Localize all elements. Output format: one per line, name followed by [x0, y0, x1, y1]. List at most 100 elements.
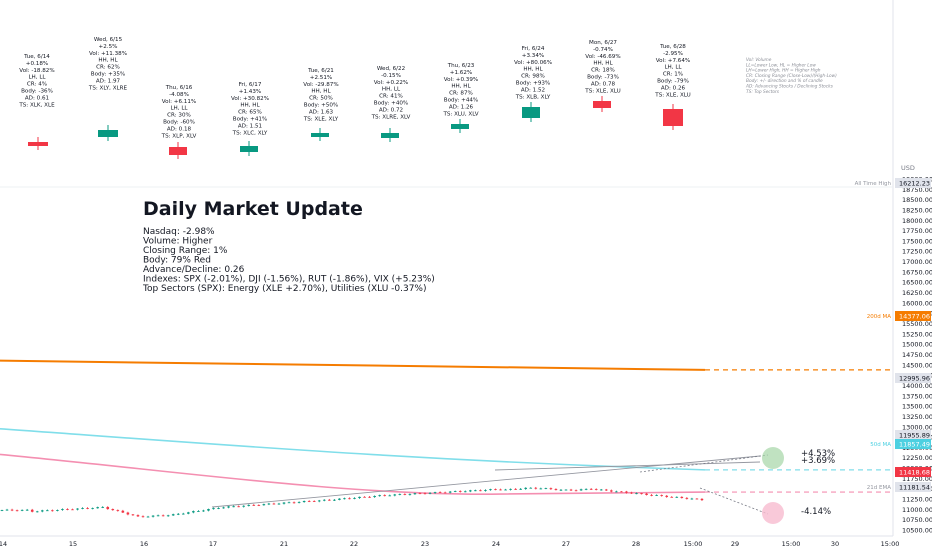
price-candle — [262, 504, 266, 506]
y-tick-label: 18500.00 — [902, 196, 932, 204]
price-candle — [35, 511, 39, 513]
summary-line: Tue, 6/28 — [659, 44, 686, 50]
price-candle — [423, 493, 427, 495]
trend-line — [494, 461, 761, 471]
price-tag-value: 11181.54 — [899, 484, 930, 492]
summary-line: TS: XLY, XLRE — [88, 85, 128, 91]
price-tag-box — [895, 467, 931, 477]
y-tick-label: 11000.00 — [902, 506, 932, 514]
price-candle — [615, 491, 618, 493]
summary-line: TS: XLRE, XLV — [371, 114, 411, 120]
price-candle — [479, 490, 482, 492]
y-tick-label: 17750.00 — [902, 227, 932, 235]
price-candle — [328, 499, 331, 501]
price-candle — [61, 509, 64, 511]
projection-label: -4.14% — [801, 507, 831, 517]
summary-line: CR: 62% — [96, 65, 120, 71]
price-candle — [202, 510, 205, 512]
price-candle — [348, 498, 351, 500]
summary-line: CR: 1% — [663, 72, 683, 78]
price-tag: 11857.49 50d MA — [870, 439, 931, 449]
summary-line: Wed, 6/22 — [377, 66, 405, 72]
price-candle — [554, 489, 558, 491]
headline-line: Nasdaq: -2.98% — [143, 227, 215, 237]
time-axis[interactable]: 14 15 16 17 21 22 23 24 27 28 15:00 29 15:00 30 15:00 — [0, 535, 899, 548]
summary-candle — [98, 130, 118, 137]
price-candle — [604, 489, 608, 491]
y-tick-label: 16750.00 — [902, 268, 932, 276]
summary-line: Body: +41% — [233, 117, 268, 123]
summary-line: Vol: +0.39% — [444, 77, 479, 83]
projection-label: +3.69% — [801, 456, 835, 466]
summary-line: Tue, 6/21 — [307, 68, 334, 74]
headline-line: Volume: Higher — [143, 237, 213, 247]
price-candle — [589, 488, 593, 490]
x-tick-label: 27 — [562, 540, 570, 548]
price-candle — [373, 496, 376, 498]
summary-line: Body: -73% — [587, 75, 619, 81]
price-candle — [76, 508, 79, 510]
summary-line: CR: 87% — [449, 91, 473, 97]
price-candle — [655, 495, 658, 496]
price-candle — [333, 499, 336, 501]
y-tick-label: 11750.00 — [902, 475, 932, 483]
summary-line: +1.62% — [450, 70, 472, 76]
price-tag: 12995.96 — [895, 373, 931, 383]
headline-line: Indexes: SPX (-2.01%), DJI (-1.56%), RUT… — [143, 275, 435, 285]
summary-line: CR: 50% — [309, 96, 333, 102]
price-candle — [675, 496, 679, 498]
summary-line: Tue, 6/14 — [23, 54, 50, 60]
summary-line: AD: 0.61 — [25, 95, 50, 101]
summary-line: -2.95% — [663, 51, 683, 57]
price-tag-value: 11418.68 — [899, 469, 930, 477]
price-candle — [317, 500, 321, 502]
summary-line: HH, HL — [311, 89, 331, 95]
projection-down-line — [699, 487, 769, 515]
price-candle — [66, 509, 69, 510]
x-tick-label: 21 — [280, 540, 288, 548]
x-tick-label: 22 — [350, 540, 358, 548]
summary-line: Fri, 6/24 — [522, 46, 545, 52]
price-candle — [322, 499, 326, 501]
summary-line: CR: 41% — [379, 94, 403, 100]
headline-block: Daily Market Update Nasdaq: -2.98%Volume… — [142, 198, 435, 294]
price-candle — [277, 503, 281, 505]
summary-candle — [593, 101, 611, 108]
price-candle — [453, 491, 457, 492]
summary-line: +1.43% — [239, 89, 261, 95]
price-candle — [433, 492, 437, 493]
summary-line: AD: 0.18 — [167, 126, 192, 132]
legend-note-line: Vol: Volume — [746, 57, 772, 63]
price-tag-box — [895, 482, 931, 492]
projection-label: +4.53% — [801, 449, 835, 459]
projection-up-line — [639, 454, 769, 473]
price-candles — [0, 486, 704, 518]
ma-line — [0, 428, 706, 471]
price-candle — [161, 515, 165, 517]
price-candle — [232, 506, 235, 508]
summary-line: Wed, 6/15 — [94, 37, 123, 43]
summary-line: AD: 0.72 — [379, 107, 403, 113]
y-tick-label: 13250.00 — [902, 413, 932, 421]
summary-line: Body: +44% — [444, 98, 479, 104]
x-tick-label: 23 — [421, 540, 429, 548]
summary-candle — [663, 109, 683, 126]
summary-line: TS: XLB, XLY — [515, 94, 551, 100]
price-candle — [443, 492, 447, 494]
summary-candle — [381, 133, 399, 138]
price-candle — [212, 508, 215, 510]
summary-line: AD: 1.63 — [309, 109, 334, 115]
price-candle — [307, 501, 311, 502]
price-candle — [151, 515, 155, 517]
price-candle — [509, 488, 512, 490]
summary-line: LH, LL — [664, 65, 682, 71]
price-candle — [176, 513, 180, 515]
summary-line: Body: +50% — [304, 103, 339, 109]
legend-note-line: LH=Lower High, HH = Higher High — [746, 68, 821, 74]
summary-candle — [451, 124, 469, 129]
